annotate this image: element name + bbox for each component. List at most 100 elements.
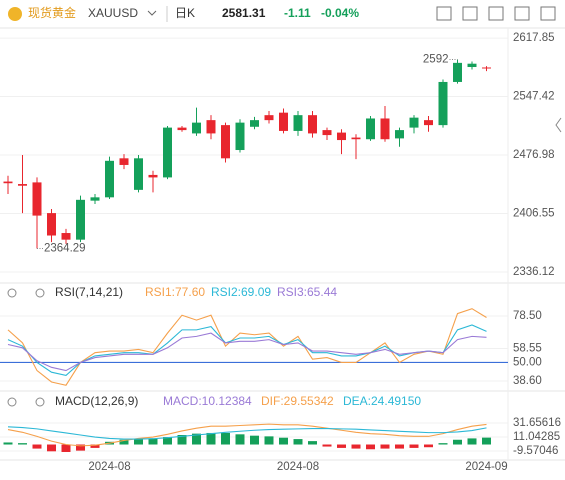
indicator-line bbox=[7, 426, 487, 440]
x-tick-label: 2024-08 bbox=[88, 461, 130, 473]
tool-icon[interactable] bbox=[488, 6, 504, 21]
candle-body bbox=[47, 213, 56, 236]
macd-bar bbox=[467, 438, 477, 445]
macd-bar bbox=[18, 443, 27, 445]
y-tick-label: 2547.42 bbox=[513, 91, 555, 103]
candle-body bbox=[366, 118, 375, 140]
macd-bar bbox=[395, 444, 404, 449]
macd-bar bbox=[177, 435, 187, 445]
candle-body bbox=[148, 174, 158, 178]
candle-body bbox=[3, 181, 13, 184]
legend-entry: RSI2:69.09 bbox=[211, 285, 271, 299]
candle-body bbox=[206, 120, 216, 134]
macd-title: MACD(12,26,9) bbox=[55, 394, 138, 408]
rsi-title: RSI(7,14,21) bbox=[55, 285, 123, 299]
macd-bar bbox=[32, 444, 42, 449]
candle-body bbox=[61, 233, 71, 240]
candle-body bbox=[467, 63, 477, 68]
candle-body bbox=[134, 158, 143, 190]
toolbar bbox=[436, 6, 556, 21]
low-label: 2364.29 bbox=[44, 243, 86, 255]
dropdown-arrow[interactable] bbox=[147, 10, 157, 16]
change-percent: -0.04% bbox=[321, 6, 359, 20]
y-tick-label: 58.55 bbox=[513, 343, 542, 355]
candle-body bbox=[177, 127, 187, 131]
tool-icon[interactable] bbox=[462, 6, 478, 21]
high-label: 2592 bbox=[423, 54, 449, 66]
legend-entry: RSI1:77.60 bbox=[145, 285, 205, 299]
macd-bar bbox=[424, 444, 433, 448]
y-tick-label: 38.60 bbox=[513, 375, 542, 387]
candle-body bbox=[221, 125, 230, 159]
macd-bar bbox=[279, 437, 288, 445]
settings-icon[interactable] bbox=[35, 397, 45, 407]
tool-icon[interactable] bbox=[514, 6, 530, 21]
macd-bar bbox=[221, 432, 230, 445]
macd-bar bbox=[76, 444, 85, 451]
instrument-name: 现货黄金 bbox=[28, 5, 76, 20]
candle-body bbox=[105, 160, 114, 198]
macd-bar bbox=[380, 444, 390, 449]
candle-body bbox=[308, 115, 317, 134]
macd-bar bbox=[3, 442, 13, 445]
macd-bar bbox=[47, 444, 56, 452]
candle-body bbox=[424, 120, 433, 126]
legend-entry: MACD:10.12384 bbox=[163, 394, 252, 408]
x-tick-label: 2024-09 bbox=[465, 461, 507, 473]
macd-bar bbox=[264, 436, 274, 445]
macd-bar bbox=[293, 439, 303, 445]
y-tick-label: 2336.12 bbox=[513, 266, 555, 278]
macd-bar bbox=[453, 439, 462, 445]
eye-icon[interactable] bbox=[7, 288, 17, 298]
macd-bar bbox=[134, 439, 143, 445]
legend-entry: DIF:29.55342 bbox=[261, 394, 334, 408]
legend-entry: DEA:24.49150 bbox=[343, 394, 421, 408]
gold-icon bbox=[8, 7, 22, 21]
candle-body bbox=[380, 118, 390, 140]
candle-body bbox=[119, 158, 129, 165]
candle-body bbox=[453, 62, 462, 82]
candle-body bbox=[395, 130, 404, 139]
collapse-arrow[interactable] bbox=[555, 117, 562, 133]
macd-bar bbox=[119, 439, 129, 445]
y-tick-label: 31.65616 bbox=[513, 417, 561, 429]
macd-bar bbox=[438, 443, 448, 445]
candle-body bbox=[264, 115, 274, 121]
settings-icon[interactable] bbox=[35, 288, 45, 298]
tool-icon[interactable] bbox=[540, 6, 556, 21]
candle-body bbox=[163, 127, 172, 178]
y-tick-label: 50.00 bbox=[513, 356, 542, 368]
macd-bar bbox=[192, 433, 201, 445]
candle-body bbox=[293, 115, 303, 131]
macd-bar bbox=[148, 438, 158, 445]
macd-bar bbox=[235, 434, 245, 445]
y-tick-label: 11.04285 bbox=[513, 431, 560, 443]
period[interactable]: 日K bbox=[175, 6, 195, 20]
candle-body bbox=[235, 122, 245, 151]
last-price: 2581.31 bbox=[222, 6, 266, 20]
symbol[interactable]: XAUUSD bbox=[88, 6, 138, 20]
macd-bar bbox=[482, 437, 491, 445]
candle-body bbox=[279, 112, 288, 131]
macd-bar bbox=[250, 435, 259, 445]
macd-bar bbox=[308, 441, 317, 445]
candle-body bbox=[192, 122, 201, 134]
indicator-line bbox=[7, 423, 487, 447]
macd-bar bbox=[61, 444, 71, 452]
candle-body bbox=[90, 197, 100, 201]
tool-icon[interactable] bbox=[436, 6, 452, 21]
macd-bar bbox=[337, 444, 346, 448]
macd-bar bbox=[322, 444, 332, 447]
candle-body bbox=[351, 137, 361, 140]
y-tick-label: 2476.98 bbox=[513, 149, 555, 161]
macd-bar bbox=[366, 444, 375, 450]
y-tick-label: -9.57046 bbox=[513, 445, 558, 457]
candle-body bbox=[32, 182, 42, 216]
macd-bar bbox=[90, 444, 100, 448]
candle-body bbox=[322, 130, 332, 136]
candle-body bbox=[337, 132, 346, 141]
candle-body bbox=[76, 199, 85, 240]
eye-icon[interactable] bbox=[7, 397, 17, 407]
